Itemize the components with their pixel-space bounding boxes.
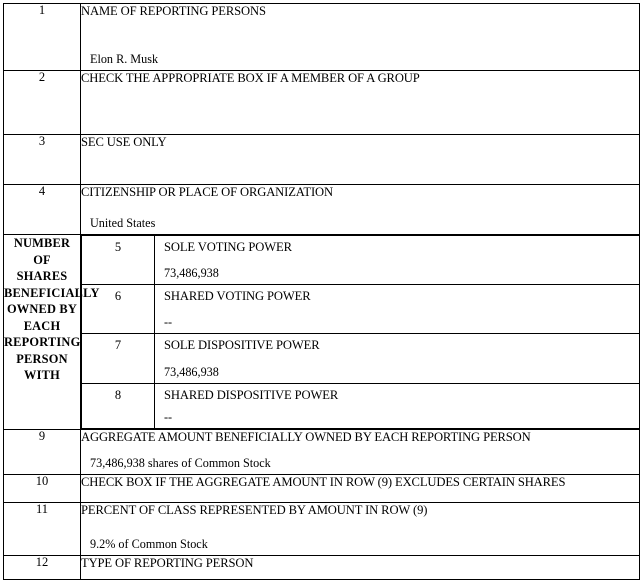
table-row: 9 AGGREGATE AMOUNT BENEFICIALLY OWNED BY… xyxy=(3,429,640,475)
shares-block-row: NUMBER OF SHARES BENEFICIALLY OWNED BY E… xyxy=(3,234,640,430)
row-header-label: PERCENT OF CLASS REPRESENTED BY AMOUNT I… xyxy=(81,503,428,517)
cover-page-table: 1 NAME OF REPORTING PERSONS Elon R. Musk… xyxy=(3,3,640,580)
row-number-cell: 3 xyxy=(3,134,81,185)
shares-label-line: NUMBER OF xyxy=(13,236,71,267)
row-content-cell: SOLE VOTING POWER 73,486,938 xyxy=(154,235,640,285)
row-header-label: CITIZENSHIP OR PLACE OF ORGANIZATION xyxy=(81,185,333,199)
row-number-cell: 6 xyxy=(81,284,155,334)
shares-block-subtable-cell: 5 SOLE VOTING POWER 73,486,938 6 xyxy=(80,234,640,430)
row-number: 1 xyxy=(38,3,46,17)
table-row: 11 PERCENT OF CLASS REPRESENTED BY AMOUN… xyxy=(3,502,640,556)
row-number-cell: 2 xyxy=(3,70,81,135)
row-number: 7 xyxy=(114,338,122,352)
row-header-label: NAME OF REPORTING PERSONS xyxy=(81,4,266,18)
row-content-cell: SEC USE ONLY xyxy=(80,134,640,185)
shares-label-line: OWNED BY xyxy=(6,302,78,316)
row-number-cell: 9 xyxy=(3,429,81,475)
row-value: Elon R. Musk xyxy=(90,51,159,66)
row-header-label: SOLE DISPOSITIVE POWER xyxy=(164,338,320,352)
row-value: 9.2% of Common Stock xyxy=(90,536,208,551)
shares-label-line: REPORTING xyxy=(4,335,81,349)
row-content-cell: CHECK THE APPROPRIATE BOX IF A MEMBER OF… xyxy=(80,70,640,135)
shares-label-line: PERSON xyxy=(16,351,68,366)
row-header-label: CHECK THE APPROPRIATE BOX IF A MEMBER OF… xyxy=(81,71,420,85)
shares-label-line: EACH xyxy=(23,318,61,333)
row-header-label: TYPE OF REPORTING PERSON xyxy=(81,556,254,570)
row-number-cell: 11 xyxy=(3,502,81,556)
shares-label-line: WITH xyxy=(24,368,60,382)
row-header-label: SOLE VOTING POWER xyxy=(164,240,292,254)
row-content-cell: TYPE OF REPORTING PERSON xyxy=(80,555,640,580)
row-content-cell: SHARED VOTING POWER -- xyxy=(154,284,640,334)
row-header-label: CHECK BOX IF THE AGGREGATE AMOUNT IN ROW… xyxy=(81,475,566,489)
row-number-cell: 7 xyxy=(81,333,155,384)
row-number: 10 xyxy=(35,474,49,488)
row-value: United States xyxy=(90,215,156,230)
row-content-cell: NAME OF REPORTING PERSONS Elon R. Musk xyxy=(80,3,640,71)
row-number: 12 xyxy=(35,555,49,569)
row-number-cell: 12 xyxy=(3,555,81,580)
number-of-shares-label-cell: NUMBER OF SHARES BENEFICIALLY OWNED BY E… xyxy=(3,234,100,430)
row-number: 4 xyxy=(38,184,46,198)
voting-dispositive-power-table: 5 SOLE VOTING POWER 73,486,938 6 xyxy=(81,235,640,429)
table-row: 6 SHARED VOTING POWER -- xyxy=(81,284,640,334)
row-number: 9 xyxy=(38,429,46,443)
row-content-cell: SHARED DISPOSITIVE POWER -- xyxy=(154,383,640,429)
row-value: 73,486,938 xyxy=(164,265,219,280)
table-row: 2 CHECK THE APPROPRIATE BOX IF A MEMBER … xyxy=(3,70,640,135)
row-value: 73,486,938 shares of Common Stock xyxy=(90,455,271,470)
row-content-cell: AGGREGATE AMOUNT BENEFICIALLY OWNED BY E… xyxy=(80,429,640,475)
row-number: 3 xyxy=(38,134,46,148)
row-value: -- xyxy=(164,314,173,329)
row-header-label: SHARED DISPOSITIVE POWER xyxy=(164,388,339,402)
row-number-cell: 1 xyxy=(3,3,81,71)
table-row: 4 CITIZENSHIP OR PLACE OF ORGANIZATION U… xyxy=(3,184,640,235)
row-number: 6 xyxy=(114,289,122,303)
table-row: 10 CHECK BOX IF THE AGGREGATE AMOUNT IN … xyxy=(3,474,640,503)
table-row: 5 SOLE VOTING POWER 73,486,938 xyxy=(81,235,640,285)
row-number: 11 xyxy=(35,502,49,516)
row-header-label: SHARED VOTING POWER xyxy=(164,289,311,303)
table-row: 7 SOLE DISPOSITIVE POWER 73,486,938 xyxy=(81,333,640,384)
table-row: 1 NAME OF REPORTING PERSONS Elon R. Musk xyxy=(3,3,640,71)
row-content-cell: CHECK BOX IF THE AGGREGATE AMOUNT IN ROW… xyxy=(80,474,640,503)
row-number: 5 xyxy=(114,240,122,254)
shares-label-line: BENEFICIALLY xyxy=(4,285,100,300)
row-number-cell: 10 xyxy=(3,474,81,503)
row-number: 8 xyxy=(114,388,122,402)
row-number-cell: 4 xyxy=(3,184,81,235)
row-content-cell: PERCENT OF CLASS REPRESENTED BY AMOUNT I… xyxy=(80,502,640,556)
row-value: -- xyxy=(164,409,173,424)
row-header-label: AGGREGATE AMOUNT BENEFICIALLY OWNED BY E… xyxy=(81,430,531,444)
row-number-cell: 8 xyxy=(81,383,155,429)
row-number-cell: 5 xyxy=(81,235,155,285)
table-row: 12 TYPE OF REPORTING PERSON xyxy=(3,555,640,580)
shares-label-line: SHARES xyxy=(16,269,68,283)
row-value: 73,486,938 xyxy=(164,364,219,379)
row-header-label: SEC USE ONLY xyxy=(81,135,167,149)
table-row: 8 SHARED DISPOSITIVE POWER -- xyxy=(81,383,640,429)
row-content-cell: CITIZENSHIP OR PLACE OF ORGANIZATION Uni… xyxy=(80,184,640,235)
table-row: 3 SEC USE ONLY xyxy=(3,134,640,185)
row-number: 2 xyxy=(38,70,46,84)
row-content-cell: SOLE DISPOSITIVE POWER 73,486,938 xyxy=(154,333,640,384)
